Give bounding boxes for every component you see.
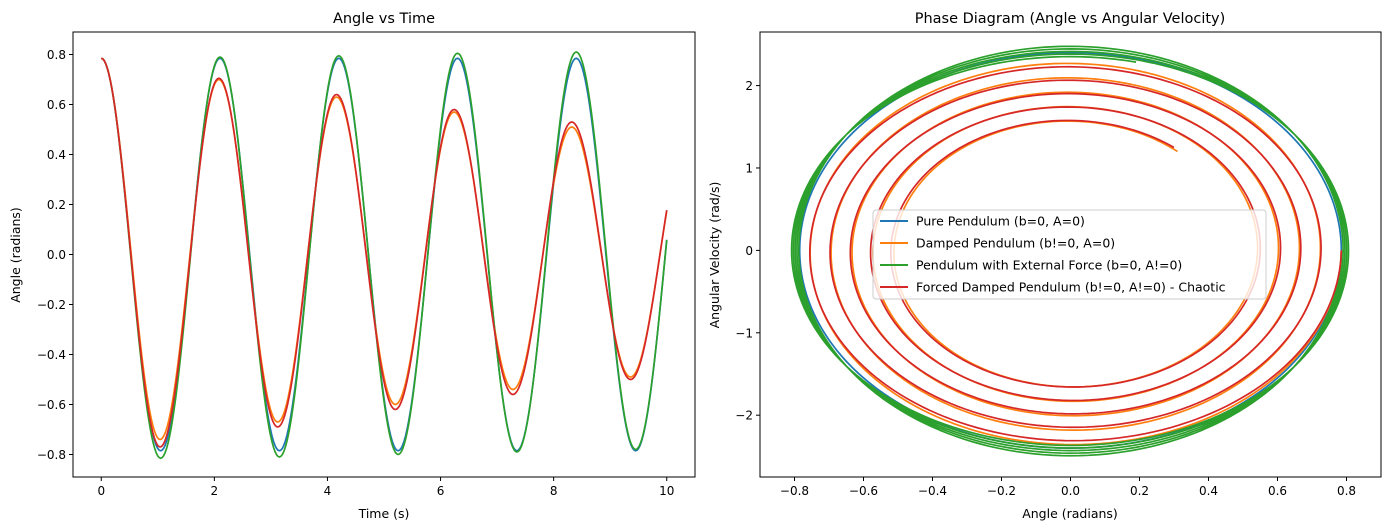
phase-diagram-xtick-label: 0.4: [1199, 484, 1218, 498]
phase-diagram-axes: −0.8 −0.6 −0.4 −0.2 0.0 0.2 0.4 0.6 0.8 −2 −1 0 1 2 P…: [707, 11, 1382, 521]
series-line-forced-damped-pendulum-b-0-a-0-chaotic: [100, 57, 668, 448]
phase-diagram-ytick-label: 1: [745, 161, 753, 175]
phase-diagram-frame: [759, 31, 1382, 478]
phase-diagram-title: Phase Diagram (Angle vs Angular Velocity…: [915, 11, 1226, 27]
legend-label-forced: Pendulum with External Force (b=0, A!=0): [916, 258, 1182, 273]
angle-vs-time-ytick-label: −0.2: [37, 298, 66, 312]
phase-diagram-xtick-label: −0.8: [780, 484, 809, 498]
phase-diagram-ticks: −0.8 −0.6 −0.4 −0.2 0.0 0.2 0.4 0.6 0.8 −2 −1 0 1 2: [735, 79, 1356, 498]
phase-diagram-xlabel: Angle (radians): [1022, 506, 1118, 521]
phase-diagram-xtick-label: −0.6: [849, 484, 878, 498]
phase-diagram-ytick-label: −1: [735, 326, 753, 340]
angle-vs-time-frame: [72, 31, 696, 478]
angle-vs-time-ytick-label: −0.8: [37, 448, 66, 462]
phase-diagram-ytick-label: −2: [735, 409, 753, 423]
angle-vs-time-xtick-label: 6: [437, 484, 445, 498]
angle-vs-time-ytick-label: 0.4: [47, 148, 66, 162]
angle-vs-time-ytick-label: 0.6: [47, 98, 66, 112]
phase-diagram-ytick-label: 0: [745, 244, 753, 258]
phase-diagram-xtick-label: −0.2: [987, 484, 1016, 498]
angle-vs-time-title: Angle vs Time: [333, 11, 435, 27]
legend-label-damped: Damped Pendulum (b!=0, A=0): [916, 236, 1115, 251]
phase-series-pendulum-with-external-force-b-0-a-0: [790, 45, 1350, 457]
legend: Pure Pendulum (b=0, A=0) Damped Pendulum…: [872, 209, 1267, 300]
phase-diagram-xtick-label: 0.8: [1337, 484, 1356, 498]
legend-box: [872, 209, 1267, 300]
angle-vs-time-xtick-label: 10: [659, 484, 674, 498]
angle-vs-time-ytick-label: −0.6: [37, 398, 66, 412]
angle-vs-time-xlabel: Time (s): [358, 506, 410, 521]
angle-vs-time-ticks: 0 2 4 6 8 10 −0.8 −0.6 −0.4 −0.2 0.0 0.2 0.4 0.6 0.8: [37, 48, 675, 498]
legend-label-chaotic: Forced Damped Pendulum (b!=0, A!=0) - Ch…: [916, 280, 1226, 295]
angle-vs-time-xtick-label: 8: [550, 484, 558, 498]
angle-vs-time-ytick-label: 0.2: [47, 198, 66, 212]
angle-vs-time-series-group: [100, 51, 668, 460]
angle-vs-time-ytick-label: 0.8: [47, 48, 66, 62]
angle-vs-time-xtick-label: 2: [211, 484, 219, 498]
phase-diagram-xtick-label: 0.6: [1268, 484, 1287, 498]
angle-vs-time-ytick-label: −0.4: [37, 348, 66, 362]
phase-diagram-ylabel: Angular Velocity (rad/s): [707, 182, 722, 329]
phase-diagram-xtick-label: −0.4: [918, 484, 947, 498]
angle-vs-time-axes: 0 2 4 6 8 10 −0.8 −0.6 −0.4 −0.2 0.0 0.2 0.4 0.6 0.8 A…: [8, 11, 696, 521]
phase-series-pure-pendulum-b-0-a-0: [798, 51, 1343, 450]
phase-diagram-xtick-label: 0.2: [1130, 484, 1149, 498]
legend-label-pure: Pure Pendulum (b=0, A=0): [916, 214, 1085, 229]
angle-vs-time-xtick-label: 0: [97, 484, 105, 498]
angle-vs-time-ytick-label: 0.0: [47, 248, 66, 262]
phase-diagram-ytick-label: 2: [745, 79, 753, 93]
phase-diagram-xtick-label: 0.0: [1061, 484, 1080, 498]
angle-vs-time-ylabel: Angle (radians): [8, 207, 23, 303]
angle-vs-time-xtick-label: 4: [324, 484, 332, 498]
